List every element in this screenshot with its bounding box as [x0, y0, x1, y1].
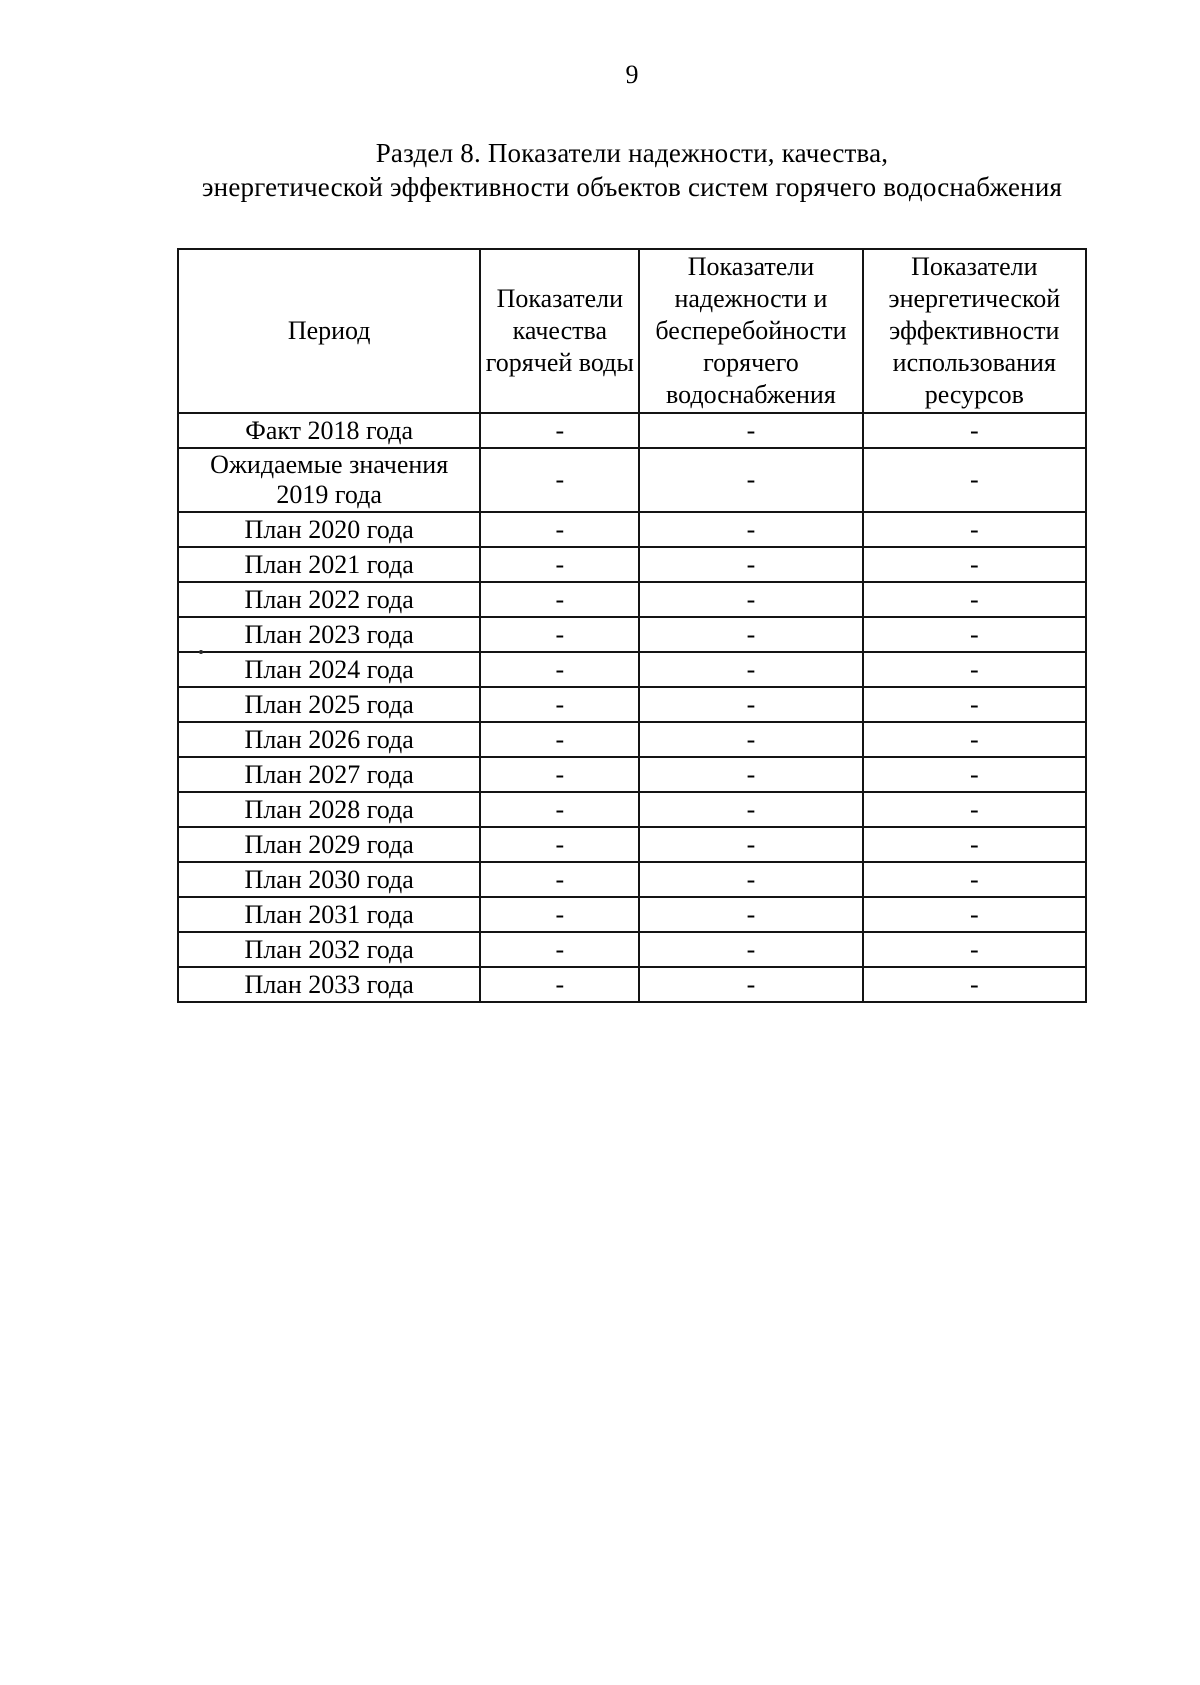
value-cell: - [479, 546, 641, 583]
section-title-line1: Раздел 8. Показатели надежности, качеств… [375, 138, 889, 168]
value-cell: - [861, 791, 1088, 828]
table-header: Период Показатели качества горячей воды … [176, 248, 1088, 414]
table-row: План 2029 года - - - [176, 826, 1088, 863]
table-body: Факт 2018 года - - - Ожидаемые значения 2019… [176, 412, 1088, 1003]
value-cell: - [638, 616, 864, 653]
table-row: План 2032 года - - - [176, 931, 1088, 968]
value-cell: - [638, 931, 864, 968]
value-cell: - [638, 511, 864, 548]
value-cell: - [479, 826, 641, 863]
value-cell: - [479, 412, 641, 449]
table-row: План 2030 года - - - [176, 861, 1088, 898]
table-row: План 2027 года - - - [176, 756, 1088, 793]
period-cell: План 2022 года [176, 581, 482, 618]
value-cell: - [479, 721, 641, 758]
column-header-period: Период [176, 248, 482, 414]
table-row: Ожидаемые значения 2019 года - - - [176, 447, 1088, 513]
period-cell: Факт 2018 года [176, 412, 482, 449]
value-cell: - [861, 861, 1088, 898]
value-cell: - [479, 931, 641, 968]
table-row: План 2020 года - - - [176, 511, 1088, 548]
value-cell: - [638, 826, 864, 863]
value-cell: - [638, 896, 864, 933]
table-row: План 2026 года - - - [176, 721, 1088, 758]
period-cell: План 2033 года [176, 966, 482, 1003]
scan-artifact-dot [199, 650, 203, 654]
value-cell: - [479, 581, 641, 618]
value-cell: - [861, 581, 1088, 618]
section-title-line2: энергетической эффективности объектов си… [201, 172, 1063, 202]
table-row: План 2025 года - - - [176, 686, 1088, 723]
value-cell: - [638, 756, 864, 793]
value-cell: - [638, 581, 864, 618]
value-cell: - [861, 511, 1088, 548]
value-cell: - [638, 791, 864, 828]
page-number: 9 [625, 60, 639, 89]
table-row: План 2028 года - - - [176, 791, 1088, 828]
value-cell: - [479, 791, 641, 828]
value-cell: - [861, 651, 1088, 688]
value-cell: - [861, 616, 1088, 653]
value-cell: - [479, 861, 641, 898]
column-header-efficiency: Показатели энергетической эффективности … [861, 248, 1088, 414]
value-cell: - [861, 966, 1088, 1003]
period-cell: План 2029 года [176, 826, 482, 863]
value-cell: - [861, 931, 1088, 968]
value-cell: - [861, 686, 1088, 723]
table-row: План 2022 года - - - [176, 581, 1088, 618]
value-cell: - [638, 447, 864, 513]
table-row: План 2024 года - - - [176, 651, 1088, 688]
period-cell: План 2030 года [176, 861, 482, 898]
value-cell: - [861, 896, 1088, 933]
table-row: План 2023 года - - - [176, 616, 1088, 653]
period-cell: План 2031 года [176, 896, 482, 933]
value-cell: - [861, 447, 1088, 513]
value-cell: - [479, 616, 641, 653]
value-cell: - [479, 651, 641, 688]
value-cell: - [479, 686, 641, 723]
section-title: Раздел 8. Показатели надежности, качеств… [177, 136, 1087, 204]
value-cell: - [638, 412, 864, 449]
value-cell: - [479, 447, 641, 513]
value-cell: - [479, 511, 641, 548]
table-row: Факт 2018 года - - - [176, 412, 1088, 449]
value-cell: - [638, 651, 864, 688]
value-cell: - [638, 546, 864, 583]
table-row: План 2031 года - - - [176, 896, 1088, 933]
period-cell: План 2026 года [176, 721, 482, 758]
period-cell: План 2023 года [176, 616, 482, 653]
value-cell: - [861, 412, 1088, 449]
period-cell: План 2028 года [176, 791, 482, 828]
value-cell: - [861, 756, 1088, 793]
table-row: План 2021 года - - - [176, 546, 1088, 583]
value-cell: - [479, 756, 641, 793]
value-cell: - [479, 896, 641, 933]
value-cell: - [638, 861, 864, 898]
period-cell: План 2021 года [176, 546, 482, 583]
value-cell: - [638, 966, 864, 1003]
indicators-table: Период Показатели качества горячей воды … [176, 248, 1088, 1003]
value-cell: - [479, 966, 641, 1003]
value-cell: - [638, 721, 864, 758]
content-area: 9 Раздел 8. Показатели надежности, качес… [176, 0, 1088, 1003]
value-cell: - [861, 546, 1088, 583]
table-row: План 2033 года - - - [176, 966, 1088, 1003]
column-header-reliability: Показатели надежности и бесперебойности … [638, 248, 864, 414]
period-cell: План 2020 года [176, 511, 482, 548]
table-header-row: Период Показатели качества горячей воды … [176, 248, 1088, 414]
period-cell: План 2032 года [176, 931, 482, 968]
value-cell: - [638, 686, 864, 723]
value-cell: - [861, 721, 1088, 758]
period-cell: План 2024 года [176, 651, 482, 688]
period-cell: План 2025 года [176, 686, 482, 723]
value-cell: - [861, 826, 1088, 863]
column-header-quality: Показатели качества горячей воды [479, 248, 641, 414]
period-cell: Ожидаемые значения 2019 года [176, 447, 482, 513]
period-cell: План 2027 года [176, 756, 482, 793]
